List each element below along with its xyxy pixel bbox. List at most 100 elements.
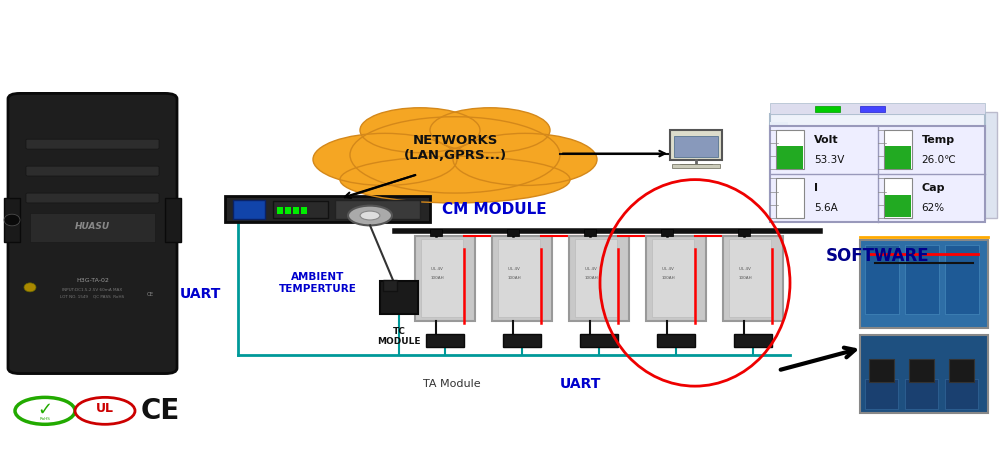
- Text: UART: UART: [179, 287, 221, 301]
- Bar: [909, 359, 934, 382]
- Bar: [869, 359, 894, 382]
- Text: RoHS: RoHS: [40, 417, 50, 421]
- Text: ✓: ✓: [37, 401, 53, 418]
- Bar: [949, 359, 974, 382]
- Bar: [905, 245, 939, 314]
- Bar: [383, 280, 397, 291]
- Bar: [945, 379, 978, 409]
- Circle shape: [75, 397, 135, 424]
- FancyBboxPatch shape: [26, 193, 159, 203]
- Text: 100AH: 100AH: [661, 277, 675, 280]
- Ellipse shape: [340, 156, 570, 203]
- Ellipse shape: [453, 133, 597, 185]
- Bar: [770, 122, 788, 220]
- Bar: [860, 240, 988, 328]
- Text: CM MODULE: CM MODULE: [442, 202, 547, 217]
- Bar: [285, 207, 291, 214]
- Text: 62%: 62%: [922, 203, 945, 213]
- Text: Cap: Cap: [922, 184, 945, 194]
- Text: H3G-TA-02: H3G-TA-02: [76, 278, 109, 283]
- Text: I: I: [814, 184, 818, 194]
- Bar: [945, 245, 979, 314]
- Circle shape: [15, 397, 75, 424]
- Text: 100AH: 100AH: [430, 277, 444, 280]
- Ellipse shape: [430, 108, 550, 153]
- Bar: [380, 281, 418, 314]
- Text: CE: CE: [140, 397, 180, 425]
- Bar: [30, 213, 155, 242]
- Circle shape: [360, 211, 380, 220]
- FancyBboxPatch shape: [26, 139, 159, 149]
- Text: UL 4V: UL 4V: [585, 268, 597, 271]
- FancyBboxPatch shape: [8, 93, 177, 374]
- Bar: [905, 379, 938, 409]
- Text: AMBIENT
TEMPERTURE: AMBIENT TEMPERTURE: [279, 272, 357, 294]
- Bar: [738, 229, 750, 236]
- Bar: [277, 207, 283, 214]
- Text: Volt: Volt: [814, 135, 839, 145]
- Bar: [865, 245, 899, 314]
- Text: 5.6A: 5.6A: [814, 203, 838, 213]
- Ellipse shape: [313, 133, 457, 185]
- Bar: [426, 334, 464, 347]
- Bar: [657, 334, 695, 347]
- Bar: [652, 239, 694, 317]
- Bar: [225, 196, 430, 222]
- Text: NETWORKS
(LAN,GPRS...): NETWORKS (LAN,GPRS...): [403, 134, 507, 162]
- Bar: [777, 146, 803, 169]
- Text: 100AH: 100AH: [738, 277, 752, 280]
- Bar: [421, 239, 463, 317]
- Bar: [770, 114, 985, 220]
- Bar: [815, 106, 840, 112]
- Bar: [646, 236, 706, 321]
- Text: UL 4V: UL 4V: [431, 268, 443, 271]
- Text: UL: UL: [96, 402, 114, 415]
- Bar: [569, 236, 629, 321]
- Text: CE: CE: [146, 291, 154, 297]
- Bar: [723, 236, 783, 321]
- Text: 26.0℃: 26.0℃: [922, 154, 956, 164]
- Text: Temp: Temp: [922, 135, 955, 145]
- Bar: [4, 198, 20, 242]
- Text: TC
MODULE: TC MODULE: [377, 327, 421, 346]
- Bar: [884, 178, 912, 218]
- Text: UL 4V: UL 4V: [739, 268, 751, 271]
- Bar: [672, 164, 720, 168]
- Bar: [415, 236, 475, 321]
- Bar: [335, 200, 420, 219]
- Bar: [165, 198, 181, 242]
- Text: 100AH: 100AH: [584, 277, 598, 280]
- Bar: [430, 229, 442, 236]
- Text: 53.3V: 53.3V: [814, 154, 844, 164]
- Bar: [670, 130, 722, 160]
- Text: UART: UART: [559, 377, 601, 391]
- Text: 100AH: 100AH: [507, 277, 521, 280]
- Bar: [498, 239, 540, 317]
- Bar: [661, 229, 673, 236]
- Text: UL 4V: UL 4V: [662, 268, 674, 271]
- Bar: [770, 126, 985, 222]
- Bar: [584, 229, 596, 236]
- Bar: [729, 239, 771, 317]
- Text: UL 4V: UL 4V: [508, 268, 520, 271]
- Text: HUASU: HUASU: [75, 222, 110, 231]
- Bar: [301, 207, 307, 214]
- Bar: [776, 130, 804, 170]
- Ellipse shape: [24, 283, 36, 292]
- Bar: [865, 379, 898, 409]
- Ellipse shape: [4, 214, 20, 226]
- Ellipse shape: [360, 108, 480, 153]
- Bar: [507, 229, 519, 236]
- Bar: [884, 130, 912, 170]
- Bar: [492, 236, 552, 321]
- Bar: [273, 201, 328, 218]
- Bar: [503, 334, 541, 347]
- Text: TA Module: TA Module: [423, 379, 481, 389]
- Bar: [860, 106, 885, 112]
- Bar: [782, 112, 997, 218]
- Text: INPUT:DC1.5-2.5V 60mA MAX: INPUT:DC1.5-2.5V 60mA MAX: [62, 288, 123, 291]
- Text: LOT NO. 1549    QC PASS  RoHS: LOT NO. 1549 QC PASS RoHS: [60, 295, 125, 298]
- Bar: [580, 334, 618, 347]
- Bar: [885, 195, 911, 217]
- Bar: [575, 239, 617, 317]
